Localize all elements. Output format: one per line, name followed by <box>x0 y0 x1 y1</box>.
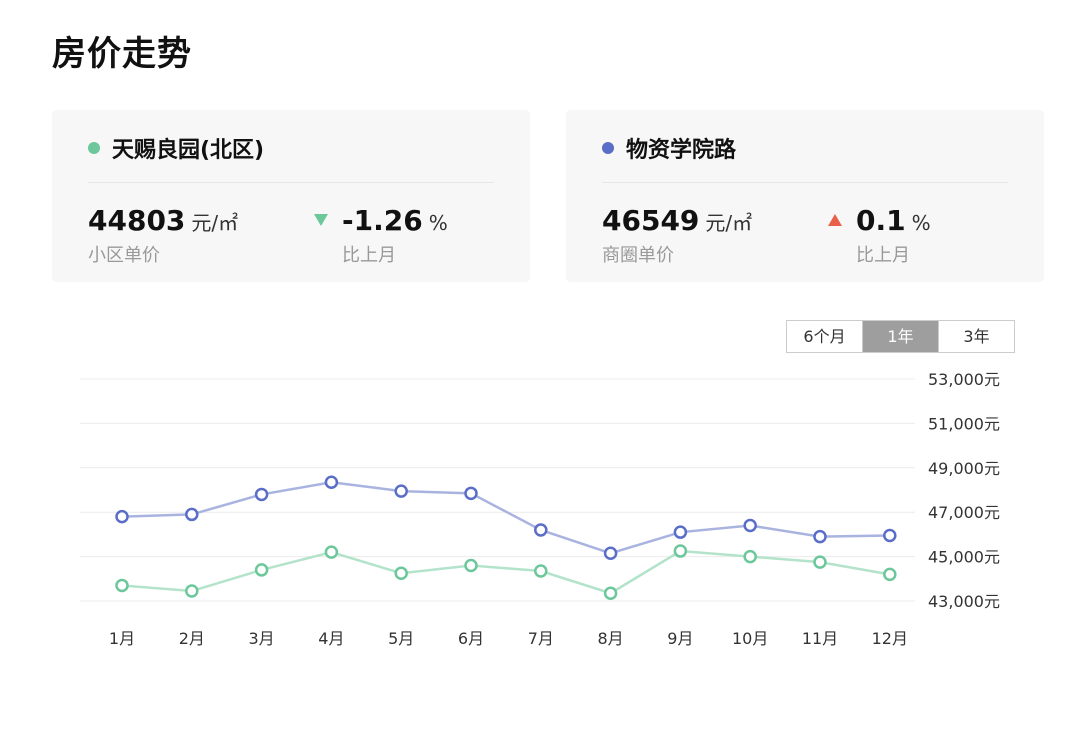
district-change-value: 0.1 <box>856 204 906 237</box>
data-point <box>396 486 407 497</box>
y-tick-label: 49,000元 <box>928 459 1000 478</box>
range-1-year-button[interactable]: 1年 <box>862 321 938 352</box>
data-point <box>117 580 128 591</box>
data-point <box>745 551 756 562</box>
district-change: 0.1 % 比上月 <box>828 204 931 267</box>
data-point <box>535 524 546 535</box>
community-change-label: 比上月 <box>314 241 448 267</box>
y-tick-label: 51,000元 <box>928 414 1000 433</box>
community-price-value: 44803 <box>88 204 185 237</box>
card-divider <box>602 182 1008 183</box>
district-card: 物资学院路 46549 元/㎡ 商圈单价 0.1 % 比上月 <box>566 110 1044 282</box>
x-tick-label: 3月 <box>249 629 275 648</box>
data-point <box>884 569 895 580</box>
x-tick-label: 10月 <box>732 629 768 648</box>
data-point <box>396 568 407 579</box>
district-change-label: 比上月 <box>828 241 931 267</box>
series-line <box>122 482 890 553</box>
y-tick-label: 53,000元 <box>928 370 1000 389</box>
data-point <box>326 477 337 488</box>
data-point <box>815 531 826 542</box>
x-tick-label: 11月 <box>802 629 838 648</box>
data-point <box>605 548 616 559</box>
range-6-months-button[interactable]: 6个月 <box>787 321 862 352</box>
down-arrow-icon <box>314 214 328 226</box>
district-price-value: 46549 <box>602 204 699 237</box>
community-price: 44803 元/㎡ 小区单价 <box>88 204 238 267</box>
data-point <box>815 557 826 568</box>
y-tick-label: 43,000元 <box>928 592 1000 611</box>
x-tick-label: 5月 <box>388 629 414 648</box>
page-title: 房价走势 <box>52 26 192 75</box>
x-tick-label: 1月 <box>109 629 135 648</box>
community-price-unit: 元/㎡ <box>191 207 238 236</box>
data-point <box>535 566 546 577</box>
data-point <box>675 546 686 557</box>
community-price-label: 小区单价 <box>88 241 238 267</box>
district-price-unit: 元/㎡ <box>705 207 752 236</box>
district-price-label: 商圈单价 <box>602 241 752 267</box>
data-point <box>884 530 895 541</box>
data-point <box>605 588 616 599</box>
data-point <box>256 489 267 500</box>
data-point <box>675 527 686 538</box>
time-range-selector: 6个月 1年 3年 <box>786 320 1015 353</box>
data-point <box>186 586 197 597</box>
data-point <box>326 547 337 558</box>
district-name: 物资学院路 <box>626 132 736 164</box>
price-trend-chart: 53,000元 51,000元 49,000元 47,000元 45,000元 43,00… <box>0 360 1080 680</box>
data-point <box>745 520 756 531</box>
y-tick-label: 47,000元 <box>928 503 1000 522</box>
x-tick-label: 7月 <box>528 629 554 648</box>
data-point <box>256 564 267 575</box>
district-card-header: 物资学院路 <box>602 132 736 164</box>
x-tick-label: 6月 <box>458 629 484 648</box>
up-arrow-icon <box>828 214 842 226</box>
data-point <box>117 511 128 522</box>
card-divider <box>88 182 494 183</box>
community-change-value: -1.26 <box>342 204 423 237</box>
x-tick-label: 2月 <box>179 629 205 648</box>
district-price: 46549 元/㎡ 商圈单价 <box>602 204 752 267</box>
x-tick-label: 4月 <box>318 629 344 648</box>
x-tick-label: 12月 <box>872 629 908 648</box>
district-change-unit: % <box>912 211 931 235</box>
x-tick-label: 9月 <box>667 629 693 648</box>
range-3-years-button[interactable]: 3年 <box>938 321 1014 352</box>
community-card: 天赐良园(北区) 44803 元/㎡ 小区单价 -1.26 % 比上月 <box>52 110 530 282</box>
community-color-dot <box>88 142 100 154</box>
series-line <box>122 551 890 593</box>
community-change: -1.26 % 比上月 <box>314 204 448 267</box>
data-point <box>186 509 197 520</box>
data-point <box>466 488 477 499</box>
y-tick-label: 45,000元 <box>928 548 1000 567</box>
community-card-header: 天赐良园(北区) <box>88 132 264 164</box>
district-color-dot <box>602 142 614 154</box>
community-name: 天赐良园(北区) <box>112 132 264 164</box>
community-change-unit: % <box>429 211 448 235</box>
data-point <box>466 560 477 571</box>
x-tick-label: 8月 <box>598 629 624 648</box>
